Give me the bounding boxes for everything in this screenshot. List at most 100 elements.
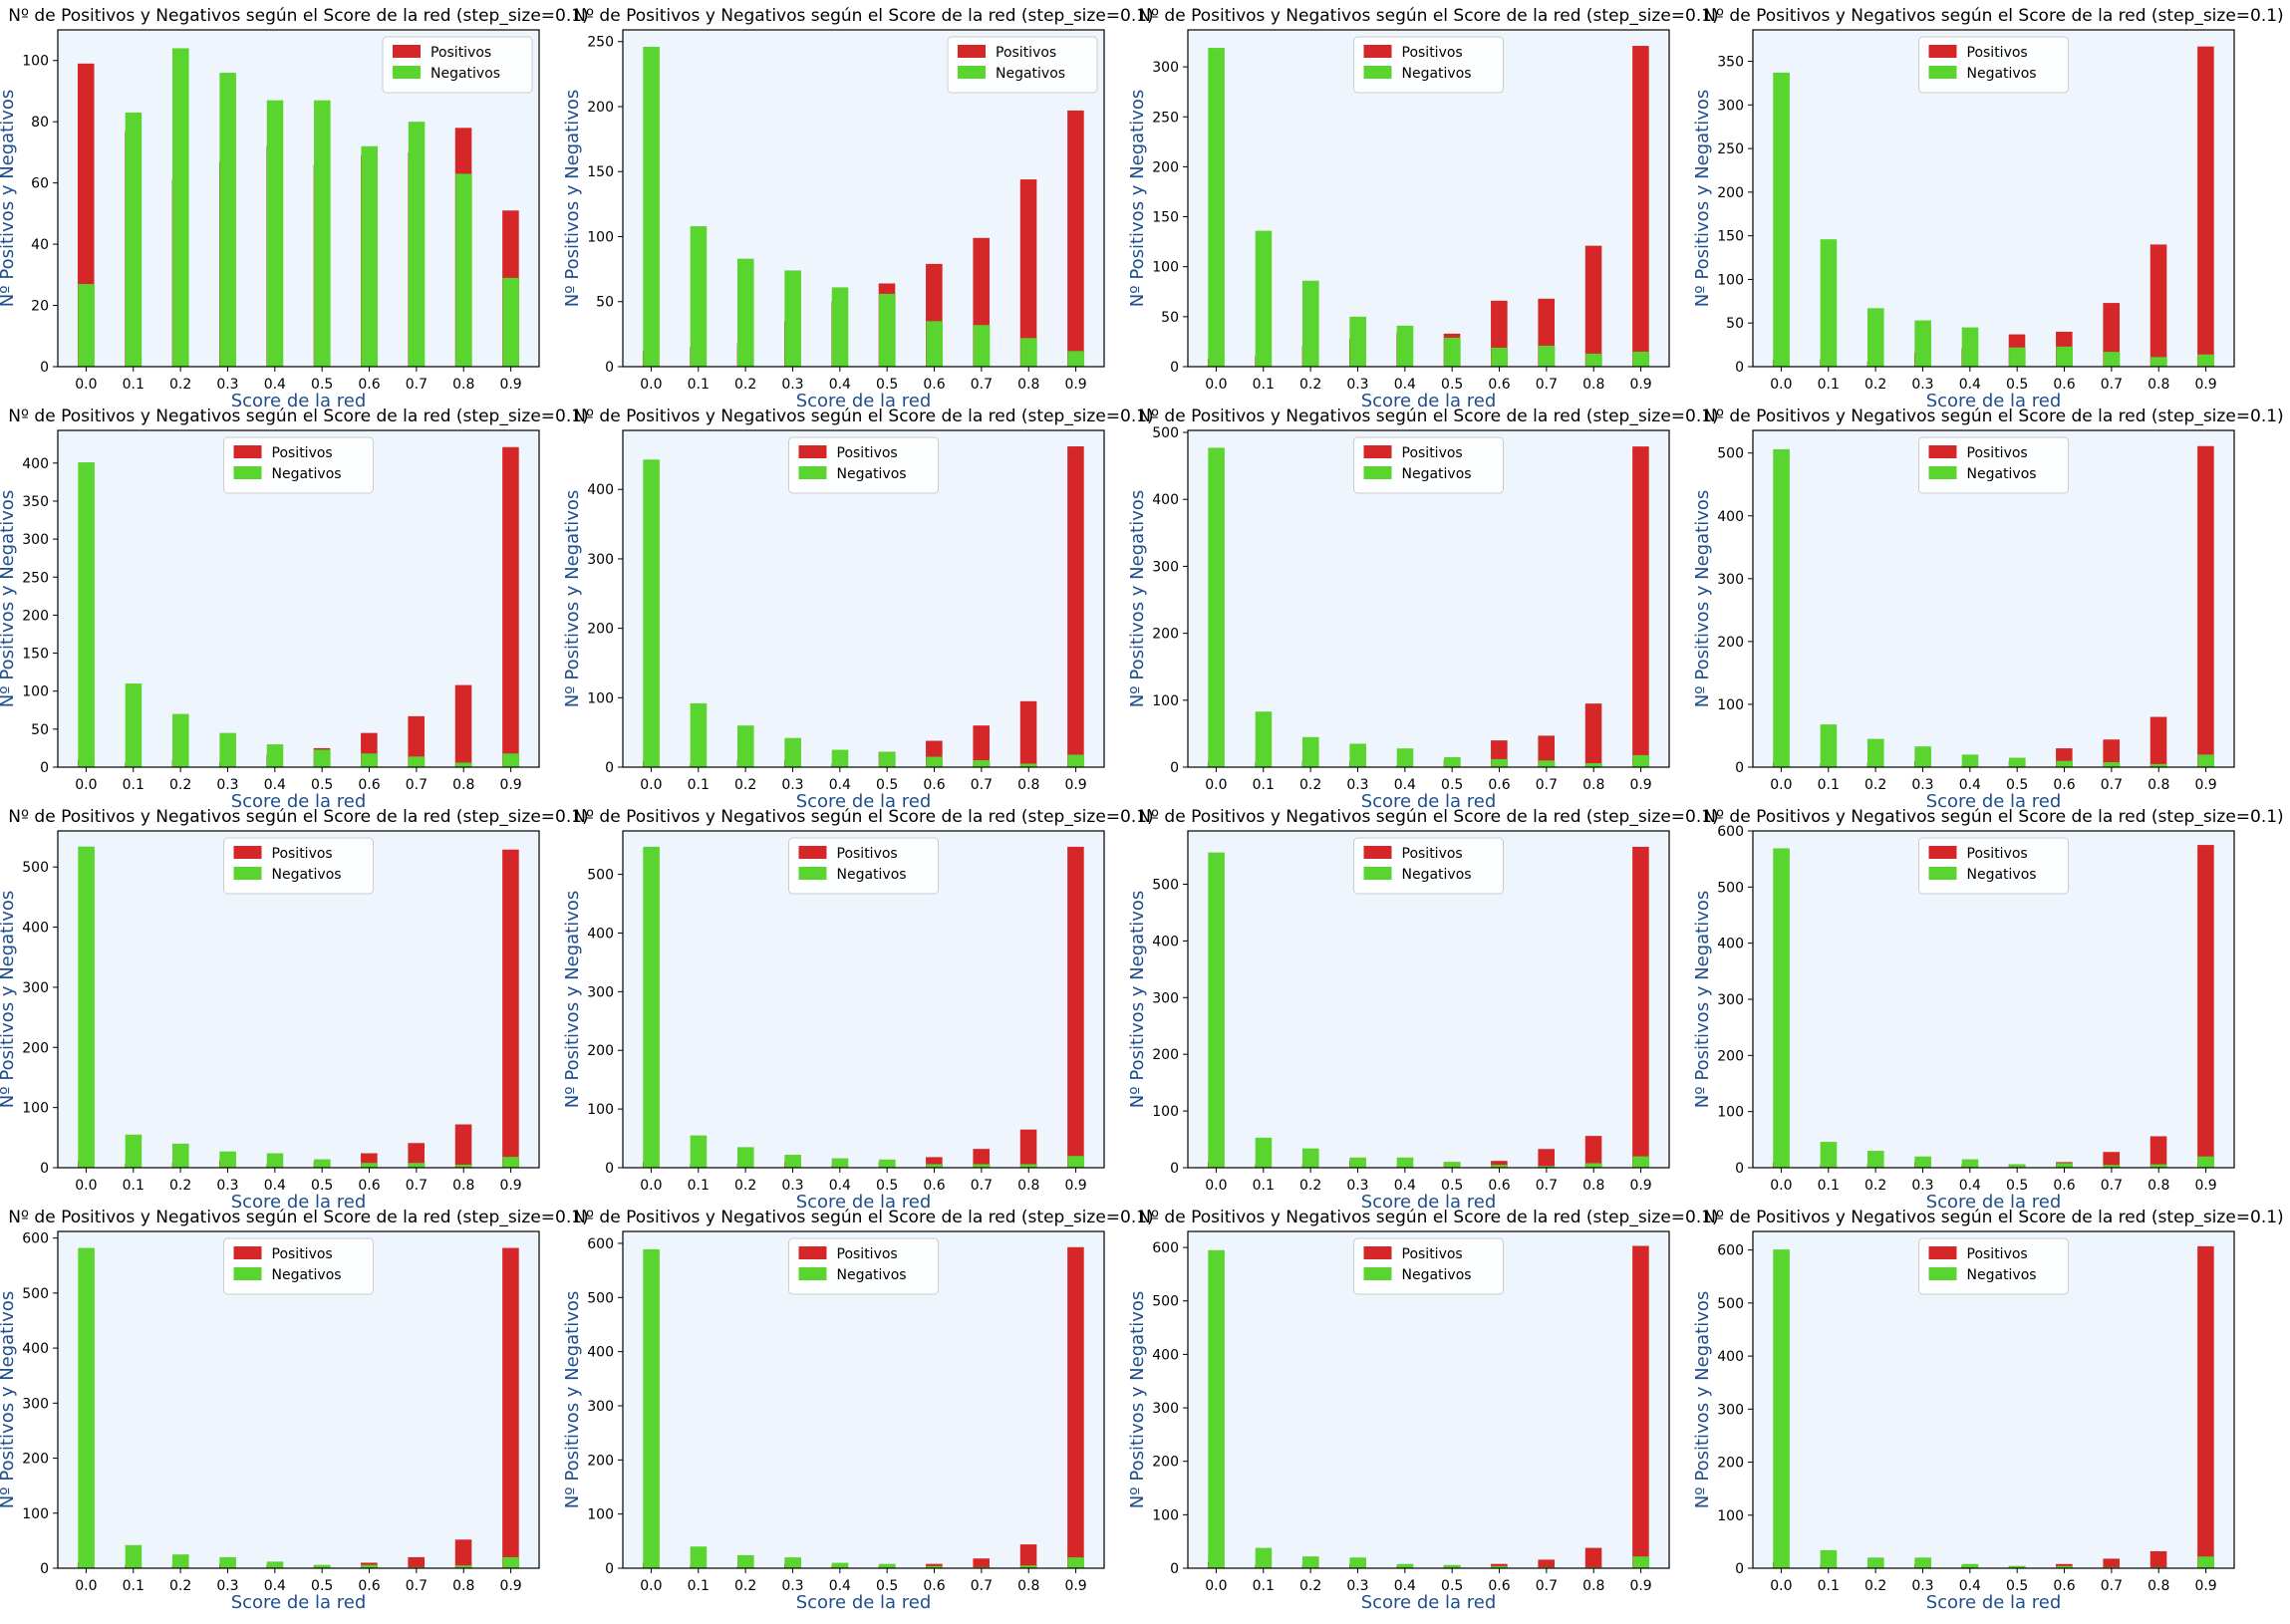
bar-negativos-0.5 xyxy=(2009,347,2026,367)
x-tick-label: 0.0 xyxy=(75,377,97,393)
x-axis-label: Score de la red xyxy=(231,791,367,812)
x-tick-label: 0.7 xyxy=(406,777,428,793)
x-tick-label: 0.9 xyxy=(499,1578,521,1594)
x-tick-label: 0.4 xyxy=(1394,1178,1416,1194)
y-tick-label: 100 xyxy=(1152,1104,1179,1120)
axes-frame xyxy=(1752,1230,2235,1569)
legend-swatch-negativos xyxy=(393,66,421,79)
legend: Positivos Negativos xyxy=(947,36,1098,94)
bar-negativos-0.7 xyxy=(1538,760,1556,767)
legend-swatch-positivos xyxy=(1928,846,1957,859)
y-tick-label: 200 xyxy=(22,1040,49,1056)
bar-positivos-0.8 xyxy=(2149,1136,2167,1168)
bar-negativos-0.3 xyxy=(219,732,236,767)
bar-negativos-0.6 xyxy=(361,1163,378,1168)
bar-negativos-0.7 xyxy=(973,760,991,767)
bar-negativos-0.0 xyxy=(1773,1249,1790,1568)
y-tick-label: 400 xyxy=(587,926,614,942)
y-tick-label: 50 xyxy=(31,722,49,738)
bar-negativos-0.1 xyxy=(690,702,708,767)
bar-negativos-0.8 xyxy=(1020,1164,1037,1168)
bar-negativos-0.7 xyxy=(1538,345,1556,367)
x-tick-label: 0.9 xyxy=(499,377,521,393)
bar-negativos-0.5 xyxy=(2009,1565,2026,1568)
legend-swatch-negativos xyxy=(1363,66,1392,79)
bar-negativos-0.9 xyxy=(2197,1556,2215,1568)
x-tick-label: 0.0 xyxy=(1205,1178,1227,1194)
y-tick-label: 400 xyxy=(1152,934,1179,949)
legend: Positivos Negativos xyxy=(1918,36,2069,94)
bar-negativos-0.9 xyxy=(1067,1557,1085,1568)
bar-negativos-0.9 xyxy=(1067,1156,1085,1168)
bar-negativos-0.3 xyxy=(219,1151,236,1168)
x-tick-label: 0.6 xyxy=(358,377,380,393)
bar-negativos-0.2 xyxy=(737,258,754,367)
axes-frame xyxy=(1187,29,1670,368)
x-tick-label: 0.5 xyxy=(2006,377,2028,393)
bar-positivos-0.7 xyxy=(2103,1152,2120,1168)
x-tick-label: 0.8 xyxy=(1017,1178,1039,1194)
bar-negativos-0.2 xyxy=(172,1143,189,1168)
legend-swatch-negativos xyxy=(798,1267,827,1280)
bar-negativos-0.2 xyxy=(1867,308,1884,367)
bar-negativos-0.6 xyxy=(1491,347,1508,367)
x-axis-label: Score de la red xyxy=(231,391,367,411)
subplot-7: Nº de Positivos y Negativos según el Sco… xyxy=(1127,406,1719,812)
legend-swatch-positivos xyxy=(1363,445,1392,458)
y-tick-label: 40 xyxy=(31,237,49,253)
legend: Positivos Negativos xyxy=(223,436,374,494)
x-axis-label: Score de la red xyxy=(1926,1192,2062,1213)
bar-negativos-0.7 xyxy=(2103,761,2121,767)
bar-negativos-0.1 xyxy=(1820,724,1838,767)
bar-negativos-0.6 xyxy=(1491,758,1508,767)
y-tick-label: 600 xyxy=(1152,1240,1179,1256)
x-tick-label: 0.6 xyxy=(358,777,380,793)
x-tick-label: 0.3 xyxy=(216,1178,238,1194)
x-tick-label: 0.0 xyxy=(1770,377,1792,393)
axes-frame xyxy=(622,429,1105,768)
bar-positivos-0.9 xyxy=(1067,110,1084,367)
legend-swatch-positivos xyxy=(1928,45,1957,58)
bar-negativos-0.5 xyxy=(2009,757,2026,767)
x-axis-label: Score de la red xyxy=(796,1192,932,1213)
axes-frame xyxy=(622,1230,1105,1569)
bar-negativos-0.3 xyxy=(219,73,236,367)
bar-negativos-0.4 xyxy=(831,1158,849,1168)
legend-swatch-positivos xyxy=(1363,1246,1392,1259)
bar-negativos-0.9 xyxy=(1632,754,1650,767)
legend-swatch-positivos xyxy=(1363,45,1392,58)
x-tick-label: 0.2 xyxy=(1299,1178,1321,1194)
x-axis-label: Score de la red xyxy=(1926,1592,2062,1613)
y-tick-label: 0 xyxy=(40,1561,49,1577)
legend-label-negativos: Negativos xyxy=(272,1267,342,1283)
y-axis-label: Nº Positivos y Negativos xyxy=(0,891,18,1109)
y-axis-label: Nº Positivos y Negativos xyxy=(1127,891,1148,1109)
x-tick-label: 0.7 xyxy=(2101,1178,2123,1194)
x-tick-label: 0.3 xyxy=(1346,1578,1368,1594)
x-tick-label: 0.0 xyxy=(640,377,662,393)
legend-label-negativos: Negativos xyxy=(1402,1267,1472,1283)
bar-positivos-0.9 xyxy=(1632,46,1649,367)
legend: Positivos Negativos xyxy=(382,36,533,94)
x-tick-label: 0.8 xyxy=(1017,777,1039,793)
bar-positivos-0.7 xyxy=(408,1556,425,1568)
legend: Positivos Negativos xyxy=(788,1237,939,1295)
legend-swatch-negativos xyxy=(958,66,986,79)
legend: Positivos Negativos xyxy=(1353,436,1504,494)
bar-positivos-0.8 xyxy=(1584,1547,1602,1568)
y-tick-label: 0 xyxy=(1170,1561,1179,1577)
y-tick-label: 100 xyxy=(587,1102,614,1118)
legend-label-positivos: Positivos xyxy=(1967,45,2028,61)
x-tick-label: 0.8 xyxy=(452,377,474,393)
bar-positivos-0.8 xyxy=(2149,244,2167,367)
bar-negativos-0.3 xyxy=(784,270,801,367)
x-tick-label: 0.7 xyxy=(1536,1178,1558,1194)
x-tick-label: 0.9 xyxy=(1629,377,1651,393)
bar-negativos-0.9 xyxy=(1632,1156,1650,1168)
x-tick-label: 0.5 xyxy=(876,377,898,393)
legend-swatch-negativos xyxy=(798,466,827,479)
y-tick-label: 200 xyxy=(1152,627,1179,643)
x-tick-label: 0.1 xyxy=(688,1578,710,1594)
legend-swatch-positivos xyxy=(233,1246,262,1259)
x-tick-label: 0.8 xyxy=(2147,1578,2169,1594)
